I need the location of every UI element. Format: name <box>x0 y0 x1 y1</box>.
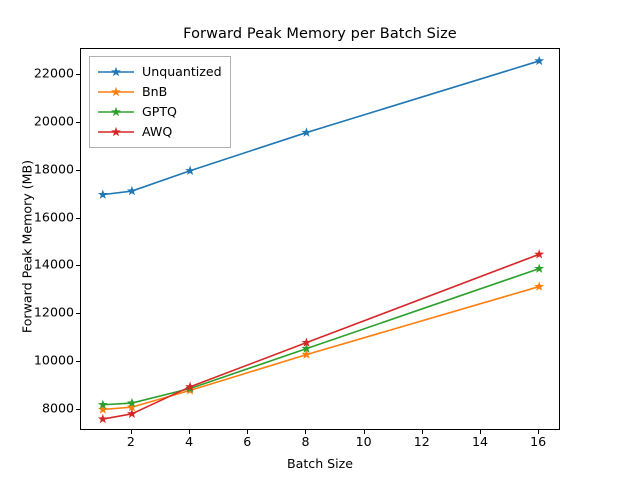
x-tick-mark <box>189 430 191 434</box>
data-point-marker <box>534 281 545 291</box>
data-point-marker <box>301 337 312 347</box>
x-tick-label: 6 <box>243 434 252 449</box>
data-point-marker <box>534 249 545 259</box>
data-point-marker <box>97 413 108 424</box>
data-point-marker <box>97 189 108 199</box>
x-tick-mark <box>421 430 423 434</box>
x-tick-label: 16 <box>530 434 547 449</box>
data-point-marker <box>126 401 137 412</box>
y-axis-label: Forward Peak Memory (MB) <box>19 159 35 334</box>
series-awq <box>97 249 545 424</box>
y-tick-label: 14000 <box>33 256 74 272</box>
y-tick-mark <box>76 360 80 362</box>
x-tick-label: 2 <box>126 434 135 449</box>
legend-label: GPTQ <box>142 103 177 119</box>
y-tick-mark <box>76 217 80 219</box>
y-tick-mark <box>76 122 80 123</box>
x-tick-mark <box>130 430 132 434</box>
y-tick-label: 20000 <box>33 113 74 129</box>
y-tick-label: 12000 <box>33 304 74 320</box>
data-point-marker <box>534 263 545 273</box>
x-tick-mark <box>305 430 307 434</box>
y-tick-label: 22000 <box>33 65 74 81</box>
legend-item-gptq[interactable]: GPTQ <box>97 102 222 122</box>
data-point-marker <box>301 127 312 137</box>
chart-title: Forward Peak Memory per Batch Size <box>183 26 457 42</box>
x-tick-label: 12 <box>413 434 430 449</box>
data-point-marker <box>534 55 545 66</box>
y-tick-label: 18000 <box>33 161 74 177</box>
data-point-marker <box>97 399 108 409</box>
legend-label: Unquantized <box>142 63 222 79</box>
legend-swatch <box>98 66 134 77</box>
y-tick-label: 10000 <box>33 352 74 368</box>
data-point-marker <box>185 381 196 392</box>
x-tick-mark <box>247 430 249 434</box>
data-point-marker <box>97 404 108 414</box>
series-bnb <box>97 281 545 414</box>
legend-item-awq[interactable]: AWQ <box>97 122 222 142</box>
x-axis-label: Batch Size <box>286 456 354 471</box>
legend-label: AWQ <box>142 123 173 139</box>
data-point-marker <box>126 408 137 419</box>
x-tick-mark <box>480 430 481 434</box>
y-tick-mark <box>76 169 80 171</box>
series-line <box>102 285 540 411</box>
data-point-marker <box>301 349 312 359</box>
x-tick-mark <box>538 430 540 434</box>
series-canvas <box>97 55 545 424</box>
y-tick-mark <box>76 408 80 410</box>
x-tick-label: 8 <box>301 434 310 449</box>
x-tick-label: 14 <box>471 434 489 449</box>
series-gptq <box>97 263 545 409</box>
legend: Unquantized BnB GPTQ AWQ <box>89 56 231 148</box>
x-tick-mark <box>363 430 365 434</box>
y-tick-label: 8000 <box>41 400 74 416</box>
legend-swatch <box>98 106 134 117</box>
y-tick-mark <box>76 74 80 76</box>
data-point-marker <box>185 165 196 175</box>
data-point-marker <box>126 397 137 408</box>
y-tick-mark <box>76 265 80 267</box>
series-unquantized <box>97 55 545 199</box>
data-point-marker <box>301 343 312 353</box>
y-tick-mark <box>76 313 80 314</box>
data-point-marker <box>126 185 137 196</box>
legend-label: BnB <box>142 83 168 99</box>
x-tick-label: 10 <box>355 434 372 449</box>
legend-swatch <box>98 126 134 137</box>
legend-item-unquantized[interactable]: Unquantized <box>97 62 222 82</box>
legend-swatch <box>98 86 134 97</box>
legend-item-bnb[interactable]: BnB <box>97 82 222 102</box>
x-tick-label: 4 <box>185 434 194 449</box>
y-tick-label: 16000 <box>33 209 74 225</box>
